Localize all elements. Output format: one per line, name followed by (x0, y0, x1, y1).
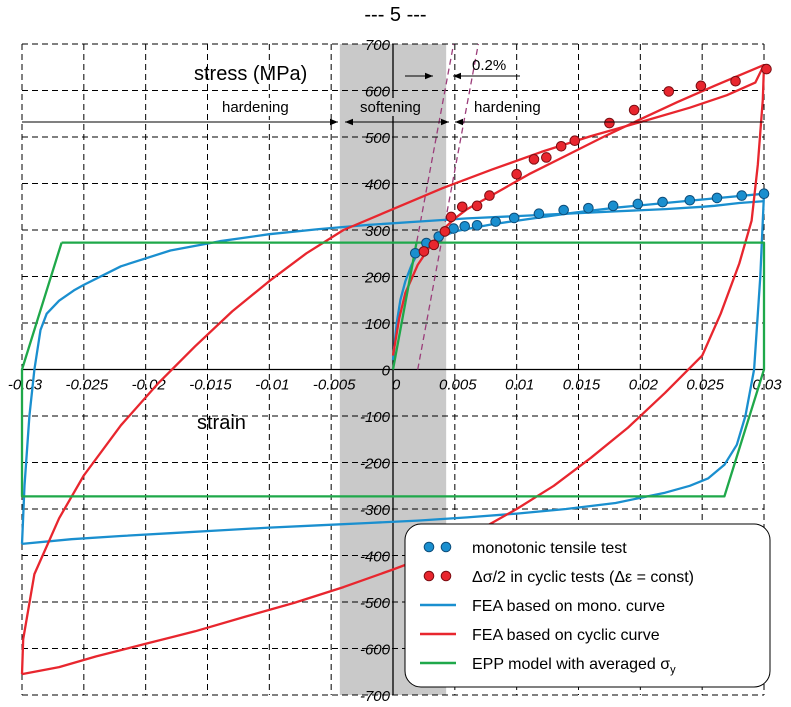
series-0-point-4 (459, 220, 471, 232)
x-tick-label-10: 0.02 (629, 377, 659, 394)
legend-item-mono-test: monotonic tensile test (423, 540, 627, 557)
y-tick-label-8: -100 (360, 409, 391, 426)
y-tick-label-7: 0 (382, 363, 391, 380)
y-tick-label-9: -200 (360, 456, 391, 473)
x-tick-label-2: -0.02 (132, 377, 167, 394)
series-1-point-7 (511, 168, 522, 180)
series-0-point-6 (490, 216, 501, 227)
series-1-point-11 (569, 135, 581, 147)
series-0-point-15 (711, 192, 723, 204)
series-1-point-16 (730, 75, 741, 87)
series-1-point-8 (528, 154, 540, 165)
x-tick-label-4: -0.01 (255, 377, 289, 394)
legend-label-fea-mono: FEA based on mono. curve (472, 598, 665, 615)
series-3-line-1 (21, 64, 766, 676)
series-1-point-0 (418, 246, 430, 257)
series-1-point-5 (471, 200, 483, 212)
series-0-point-3 (448, 223, 459, 234)
offset-label: 0.2% (472, 57, 506, 74)
y-tick-label-12: -500 (360, 595, 391, 612)
y-tick-label-0: 700 (365, 37, 391, 54)
series-1-point-14 (663, 86, 675, 97)
region-label-softening: softening (360, 99, 421, 116)
series-4-line-0 (20, 241, 766, 498)
series-0-point-17 (758, 188, 770, 200)
elastic-offset-line-1 (417, 43, 479, 370)
region-label-hardening-right: hardening (474, 99, 541, 116)
legend-label-mono-test: monotonic tensile test (472, 540, 627, 557)
series-1-point-6 (484, 190, 495, 201)
x-tick-label-3: -0.015 (189, 377, 232, 394)
x-tick-label-5: -0.005 (313, 377, 356, 394)
y-axis-label: stress (MPa) (194, 63, 307, 85)
series-0-point-11 (607, 200, 619, 212)
y-tick-label-5: 200 (364, 270, 391, 287)
series-0-point-10 (583, 202, 594, 214)
series-1-point-12 (604, 117, 615, 129)
series-1-point-2 (439, 226, 451, 237)
y-tick-label-14: -700 (360, 688, 391, 705)
x-tick-label-1: -0.025 (66, 377, 109, 394)
series-0-point-5 (471, 220, 483, 231)
series-2-line-1 (21, 193, 766, 546)
x-tick-label-9: 0.015 (563, 377, 601, 394)
x-tick-label-7: 0.005 (439, 377, 477, 394)
x-tick-label-0: -0.03 (8, 377, 43, 394)
series-4-line-1 (391, 242, 418, 370)
legend-box (404, 523, 771, 688)
y-tick-label-2: 500 (365, 130, 391, 147)
legend-label-cyclic-test: Δσ/2 in cyclic tests (Δε = const) (472, 569, 694, 586)
x-axis-label: strain (197, 412, 246, 434)
series-0-point-14 (684, 194, 696, 206)
series-0-point-13 (657, 196, 668, 208)
series-0-point-9 (558, 204, 569, 216)
series-1-point-9 (541, 152, 552, 163)
series-1-point-4 (456, 201, 468, 213)
series-1-point-10 (555, 141, 567, 152)
series-0-point-16 (736, 190, 748, 201)
y-tick-label-10: -300 (360, 502, 391, 519)
series-0-point-8 (533, 208, 545, 220)
legend-label-epp: EPP model with averaged σy (472, 656, 676, 676)
y-tick-label-11: -400 (360, 549, 391, 566)
legend-item-epp: EPP model with averaged σy (420, 656, 676, 676)
y-tick-label-1: 600 (365, 84, 391, 101)
legend-item-fea-cyclic: FEA based on cyclic curve (420, 627, 660, 644)
series-1-point-1 (428, 239, 440, 251)
series-2-line-0 (20, 200, 765, 544)
page-title: --- 5 --- (364, 4, 427, 26)
x-tick-label-8: 0.01 (505, 377, 534, 394)
annotations: stress (MPa) strain hardening softening … (22, 57, 764, 434)
legend: monotonic tensile test Δσ/2 in cyclic te… (404, 523, 771, 688)
legend-item-cyclic-test: Δσ/2 in cyclic tests (Δε = const) (423, 569, 694, 586)
x-tick-label-6: 0 (392, 377, 401, 394)
series-0-point-7 (508, 212, 520, 224)
series-1-point-13 (628, 104, 640, 116)
y-tick-label-6: 100 (365, 316, 391, 333)
series-1-point-17 (761, 63, 772, 75)
y-tick-label-4: 300 (365, 223, 391, 240)
region-label-hardening-left: hardening (222, 99, 289, 116)
series-0-point-12 (632, 198, 644, 210)
y-tick-label-3: 400 (365, 177, 391, 194)
series-1-point-3 (445, 211, 457, 223)
legend-item-fea-mono: FEA based on mono. curve (420, 598, 665, 615)
series-points (409, 63, 772, 259)
series-1-point-15 (695, 80, 707, 92)
x-tick-label-11: 0.025 (686, 377, 724, 394)
series-0-point-0 (409, 247, 421, 259)
y-tick-label-13: -600 (360, 642, 391, 659)
legend-label-fea-cyclic: FEA based on cyclic curve (472, 627, 660, 644)
y-tick-labels: 700 600 500 400 300 200 100 0 -100 -200 -300 -400 -5… (360, 37, 391, 705)
